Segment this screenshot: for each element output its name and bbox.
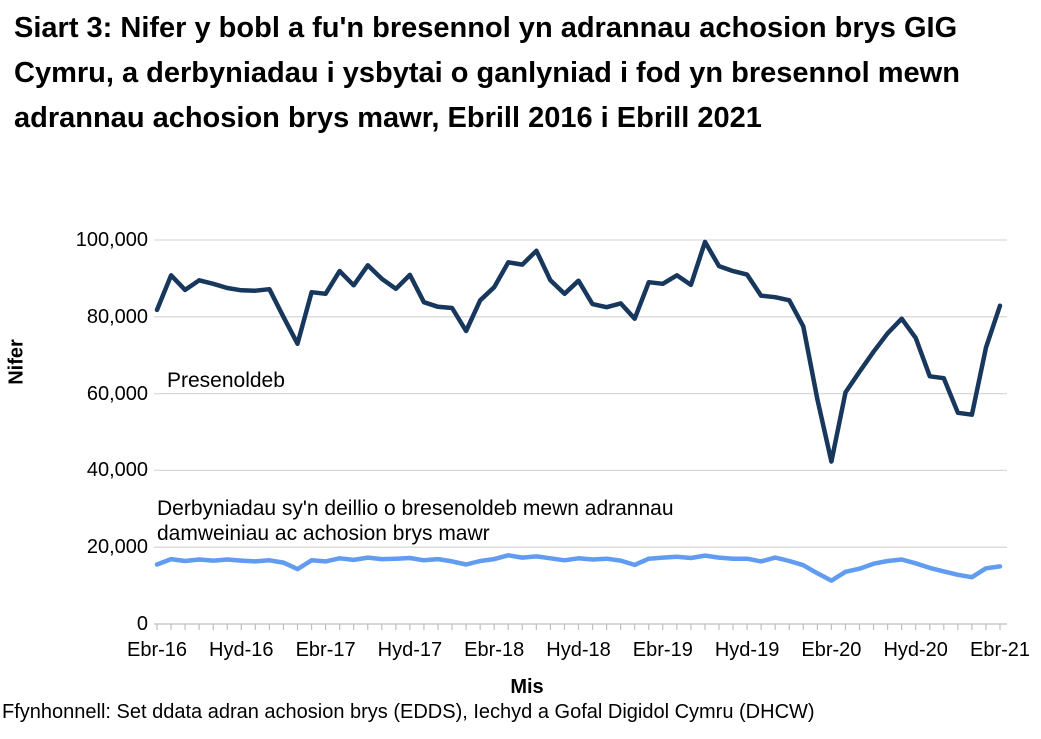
source-note: Ffynhonnell: Set ddata adran achosion br… [2, 701, 815, 723]
attendances-line [154, 239, 1003, 464]
x-tick-label: Hyd-18 [546, 639, 611, 661]
chart-title: Siart 3: Nifer y bobl a fu'n bresennol y… [14, 12, 960, 134]
admissions-line [154, 553, 1003, 583]
y-tick-label: 60,000 [86, 382, 148, 405]
y-axis-title: Nifer [5, 339, 28, 385]
y-tick-label: 40,000 [86, 459, 148, 482]
y-tick-label: 0 [136, 613, 148, 635]
x-tick-label: Ebr-17 [295, 639, 356, 661]
x-tick-label: Ebr-18 [464, 639, 525, 661]
x-tick-label: Hyd-20 [883, 639, 948, 661]
x-tick-label: Ebr-16 [126, 639, 188, 661]
series-label-admissions-line1: Derbyniadau sy'n deillio o bresenoldeb m… [157, 497, 674, 520]
series-label-admissions: Derbyniadau sy'n deillio o bresenoldeb m… [157, 496, 674, 546]
x-axis-title: Mis [510, 676, 544, 698]
y-tick-label: 80,000 [86, 305, 148, 328]
series-label-admissions-line2: damweiniau ac achosion brys mawr [157, 522, 490, 545]
x-tick-label: Hyd-16 [209, 639, 274, 661]
y-tick-label: 100,000 [75, 229, 148, 251]
series-label-attendances: Presenoldeb [167, 369, 285, 392]
x-tick-label: Ebr-20 [801, 639, 862, 661]
y-tick-label: 20,000 [86, 536, 148, 559]
x-tick-label: Ebr-21 [969, 639, 1031, 661]
x-tick-label: Ebr-19 [632, 639, 693, 661]
x-tick-label: Hyd-17 [377, 639, 443, 661]
x-tick-label: Hyd-19 [714, 639, 780, 661]
